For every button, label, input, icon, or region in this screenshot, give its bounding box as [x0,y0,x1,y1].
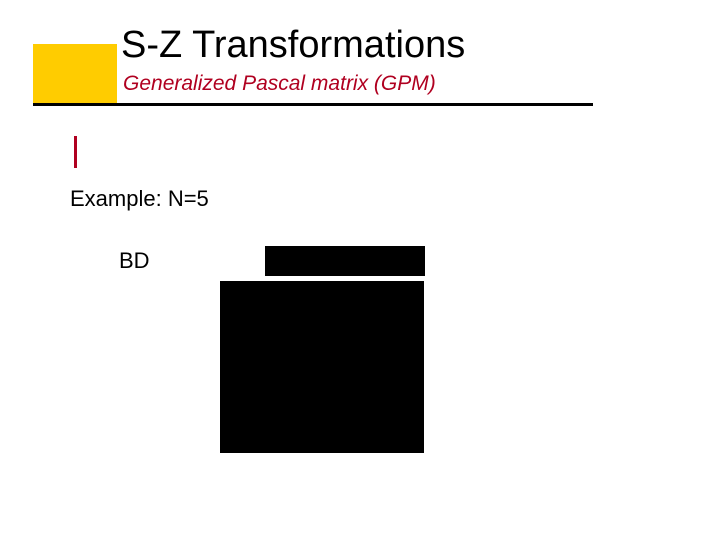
slide-title: S-Z Transformations [121,24,465,67]
bd-label: BD [119,248,150,274]
black-box-main [220,281,424,453]
title-underline [33,103,593,106]
example-label: Example: N=5 [70,186,209,212]
black-box-top [265,246,425,276]
slide-subtitle: Generalized Pascal matrix (GPM) [123,72,436,96]
vertical-tick-mark [74,136,77,168]
slide: S-Z Transformations Generalized Pascal m… [0,0,720,540]
title-accent-box [33,44,117,106]
